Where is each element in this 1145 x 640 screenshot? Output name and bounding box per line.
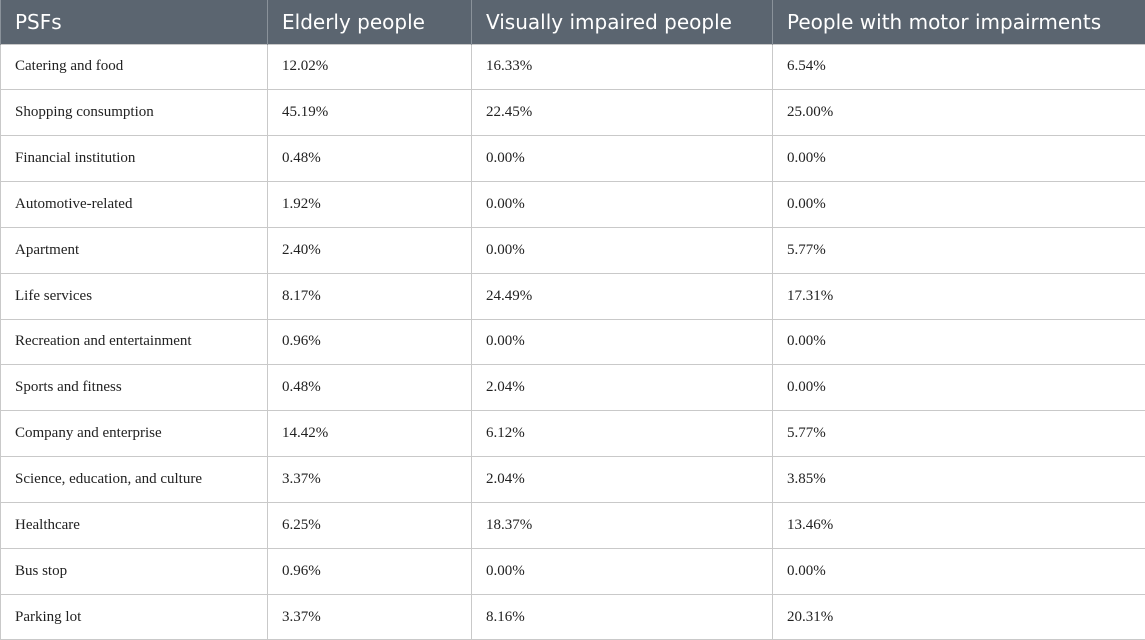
psf-cell: Recreation and entertainment — [0, 318, 268, 366]
motor-impairments-cell: 3.85% — [772, 456, 1145, 503]
motor-impairments-cell: 25.00% — [772, 89, 1145, 137]
elderly-cell: 8.17% — [267, 272, 472, 320]
visually-impaired-cell: 2.04% — [471, 456, 773, 503]
motor-impairments-cell: 0.00% — [772, 318, 1145, 366]
visually-impaired-cell: 0.00% — [471, 547, 773, 595]
motor-impairments-cell: 0.00% — [772, 135, 1145, 183]
psf-cell: Financial institution — [0, 135, 268, 183]
elderly-cell: 2.40% — [267, 226, 472, 274]
table-row: Sports and fitness 0.48% 2.04% 0.00% — [0, 364, 1145, 412]
elderly-cell: 1.92% — [267, 181, 472, 228]
header-psfs: PSFs — [0, 0, 268, 44]
elderly-cell: 3.37% — [267, 456, 472, 503]
motor-impairments-cell: 5.77% — [772, 226, 1145, 274]
motor-impairments-cell: 20.31% — [772, 593, 1145, 640]
elderly-cell: 45.19% — [267, 89, 472, 137]
visually-impaired-cell: 0.00% — [471, 181, 773, 228]
psf-cell: Company and enterprise — [0, 410, 268, 458]
table-row: Apartment 2.40% 0.00% 5.77% — [0, 226, 1145, 274]
elderly-cell: 3.37% — [267, 593, 472, 640]
table-row: Life services 8.17% 24.49% 17.31% — [0, 272, 1145, 320]
motor-impairments-cell: 5.77% — [772, 410, 1145, 458]
motor-impairments-cell: 13.46% — [772, 501, 1145, 549]
psf-cell: Parking lot — [0, 593, 268, 640]
psf-cell: Life services — [0, 272, 268, 320]
psf-cell: Sports and fitness — [0, 364, 268, 412]
table-body: Catering and food 12.02% 16.33% 6.54% Shoppi… — [0, 43, 1145, 640]
elderly-cell: 0.48% — [267, 364, 472, 412]
motor-impairments-cell: 0.00% — [772, 364, 1145, 412]
table-row: Financial institution 0.48% 0.00% 0.00% — [0, 135, 1145, 183]
table-row: Company and enterprise 14.42% 6.12% 5.77% — [0, 410, 1145, 458]
header-elderly-people: Elderly people — [267, 0, 472, 44]
elderly-cell: 12.02% — [267, 43, 472, 91]
motor-impairments-cell: 0.00% — [772, 547, 1145, 595]
table-row: Parking lot 3.37% 8.16% 20.31% — [0, 593, 1145, 640]
visually-impaired-cell: 18.37% — [471, 501, 773, 549]
motor-impairments-cell: 0.00% — [772, 181, 1145, 228]
header-visually-impaired-people: Visually impaired people — [471, 0, 773, 44]
visually-impaired-cell: 16.33% — [471, 43, 773, 91]
elderly-cell: 0.96% — [267, 547, 472, 595]
table-row: Bus stop 0.96% 0.00% 0.00% — [0, 547, 1145, 595]
elderly-cell: 14.42% — [267, 410, 472, 458]
table-row: Automotive-related 1.92% 0.00% 0.00% — [0, 181, 1145, 228]
motor-impairments-cell: 17.31% — [772, 272, 1145, 320]
motor-impairments-cell: 6.54% — [772, 43, 1145, 91]
psf-cell: Shopping consumption — [0, 89, 268, 137]
header-people-with-motor-impairments: People with motor impairments — [772, 0, 1145, 44]
psf-cell: Automotive-related — [0, 181, 268, 228]
visually-impaired-cell: 8.16% — [471, 593, 773, 640]
visually-impaired-cell: 6.12% — [471, 410, 773, 458]
psf-cell: Bus stop — [0, 547, 268, 595]
table-row: Shopping consumption 45.19% 22.45% 25.00% — [0, 89, 1145, 137]
visually-impaired-cell: 0.00% — [471, 318, 773, 366]
psf-cell: Science, education, and culture — [0, 456, 268, 503]
psf-cell: Apartment — [0, 226, 268, 274]
psf-cell: Healthcare — [0, 501, 268, 549]
visually-impaired-cell: 2.04% — [471, 364, 773, 412]
table-header: PSFs Elderly people Visually impaired pe… — [0, 0, 1145, 44]
psf-cell: Catering and food — [0, 43, 268, 91]
elderly-cell: 0.48% — [267, 135, 472, 183]
elderly-cell: 0.96% — [267, 318, 472, 366]
visually-impaired-cell: 22.45% — [471, 89, 773, 137]
table-row: Catering and food 12.02% 16.33% 6.54% — [0, 43, 1145, 91]
visually-impaired-cell: 24.49% — [471, 272, 773, 320]
table-row: Healthcare 6.25% 18.37% 13.46% — [0, 501, 1145, 549]
table-row: Recreation and entertainment 0.96% 0.00% 0.… — [0, 318, 1145, 366]
header-row: PSFs Elderly people Visually impaired pe… — [0, 0, 1145, 44]
table-row: Science, education, and culture 3.37% 2.04… — [0, 456, 1145, 503]
elderly-cell: 6.25% — [267, 501, 472, 549]
visually-impaired-cell: 0.00% — [471, 226, 773, 274]
visually-impaired-cell: 0.00% — [471, 135, 773, 183]
